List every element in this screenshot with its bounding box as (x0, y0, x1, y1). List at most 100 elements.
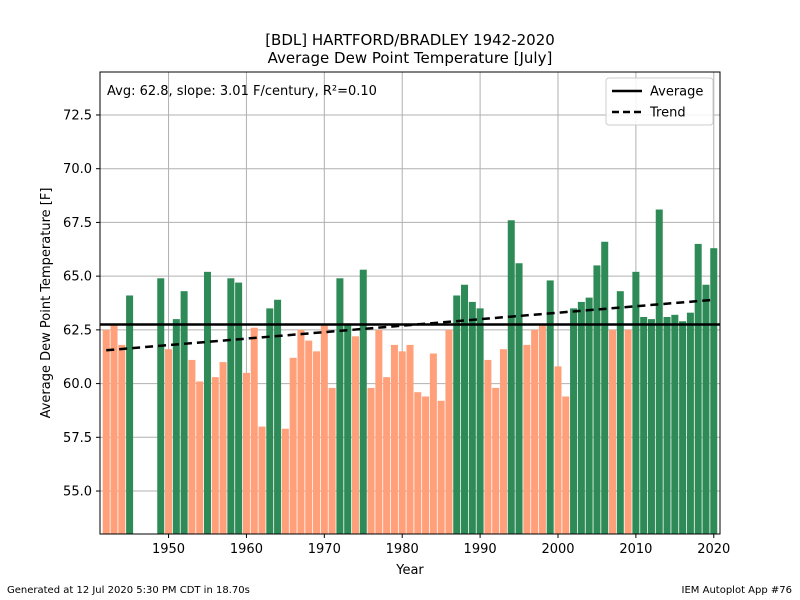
x-tick-label: 2020 (697, 542, 730, 557)
bar (281, 428, 289, 534)
y-tick-label: 62.5 (63, 323, 92, 338)
stats-annotation: Avg: 62.8, slope: 3.01 F/century, R²=0.1… (107, 84, 377, 99)
bar (390, 344, 398, 534)
bar (531, 329, 539, 534)
bar (313, 351, 321, 534)
bar (172, 319, 180, 534)
bar (336, 278, 344, 534)
bar (320, 325, 328, 534)
bar (445, 329, 453, 534)
bar (538, 325, 546, 534)
bar (546, 280, 554, 534)
bar (157, 278, 165, 534)
bar (492, 387, 500, 534)
bar (398, 351, 406, 534)
bar (507, 220, 515, 534)
bar (647, 319, 655, 534)
bar (499, 349, 507, 534)
bar (383, 377, 391, 534)
bar (242, 372, 250, 534)
bar (476, 308, 484, 534)
y-axis-label: Average Dew Point Temperature [F] (39, 188, 54, 419)
bar (211, 377, 219, 534)
bar (305, 340, 313, 534)
bar (570, 308, 578, 534)
bar (515, 263, 523, 534)
x-tick-label: 2010 (619, 542, 652, 557)
bar (266, 308, 274, 534)
footer-app-text: IEM Autoplot App #76 (681, 585, 792, 596)
bar (577, 301, 585, 534)
bar (686, 312, 694, 534)
y-tick-label: 65.0 (63, 270, 92, 285)
bar (351, 336, 359, 534)
y-tick-label: 67.5 (63, 216, 92, 231)
bar (601, 241, 609, 535)
bar (203, 271, 211, 534)
bar (274, 299, 282, 534)
x-tick-label: 1970 (308, 542, 341, 557)
bar (258, 426, 266, 534)
trend-line (106, 298, 714, 352)
bar (562, 396, 570, 534)
bar (235, 282, 243, 534)
bar (429, 353, 437, 534)
chart-subtitle: Average Dew Point Temperature [July] (267, 49, 553, 67)
chart-title: [BDL] HARTFORD/BRADLEY 1942-2020 (265, 31, 555, 49)
bar (437, 400, 445, 534)
bar (289, 357, 297, 534)
y-tick-label: 60.0 (63, 377, 92, 392)
bar (180, 291, 188, 534)
y-tick-label: 72.5 (63, 108, 92, 123)
bar (328, 387, 336, 534)
bar (702, 284, 710, 534)
bar (196, 381, 204, 534)
x-tick-label: 1990 (464, 542, 497, 557)
bar (227, 278, 235, 534)
bar (523, 344, 531, 534)
bar (616, 291, 624, 534)
x-axis-label: Year (395, 563, 424, 578)
bar (118, 344, 126, 534)
bar (679, 321, 687, 534)
bar (165, 349, 173, 534)
bar (414, 392, 422, 534)
bar (484, 359, 492, 534)
bar (593, 265, 601, 534)
x-tick-label: 1950 (152, 542, 185, 557)
bar (710, 248, 718, 534)
x-tick-label: 1960 (230, 542, 263, 557)
bar (406, 344, 414, 534)
bar (585, 297, 593, 534)
legend-entry: Trend (649, 106, 686, 121)
bar (359, 269, 367, 534)
bar (219, 362, 227, 534)
bar (110, 325, 118, 534)
bar (453, 295, 461, 534)
bar (694, 243, 702, 534)
plot-frame (99, 71, 721, 535)
bar (422, 396, 430, 534)
bar (102, 329, 110, 534)
y-tick-label: 57.5 (63, 431, 92, 446)
bar (671, 314, 679, 534)
bar (655, 209, 663, 534)
bar (663, 316, 671, 534)
bar (461, 284, 469, 534)
bar (188, 359, 196, 534)
bar (375, 329, 383, 534)
bar (609, 329, 617, 534)
footer-generated-text: Generated at 12 Jul 2020 5:30 PM CDT in … (7, 585, 250, 596)
bar (632, 271, 640, 534)
bar (468, 301, 476, 534)
y-tick-label: 55.0 (63, 485, 92, 500)
bar (554, 366, 562, 534)
x-tick-label: 2000 (541, 542, 574, 557)
x-tick-label: 1980 (386, 542, 419, 557)
bar (250, 327, 258, 534)
bar (344, 323, 352, 534)
y-tick-label: 70.0 (63, 162, 92, 177)
bar (367, 387, 375, 534)
legend-entry: Average (650, 85, 703, 100)
